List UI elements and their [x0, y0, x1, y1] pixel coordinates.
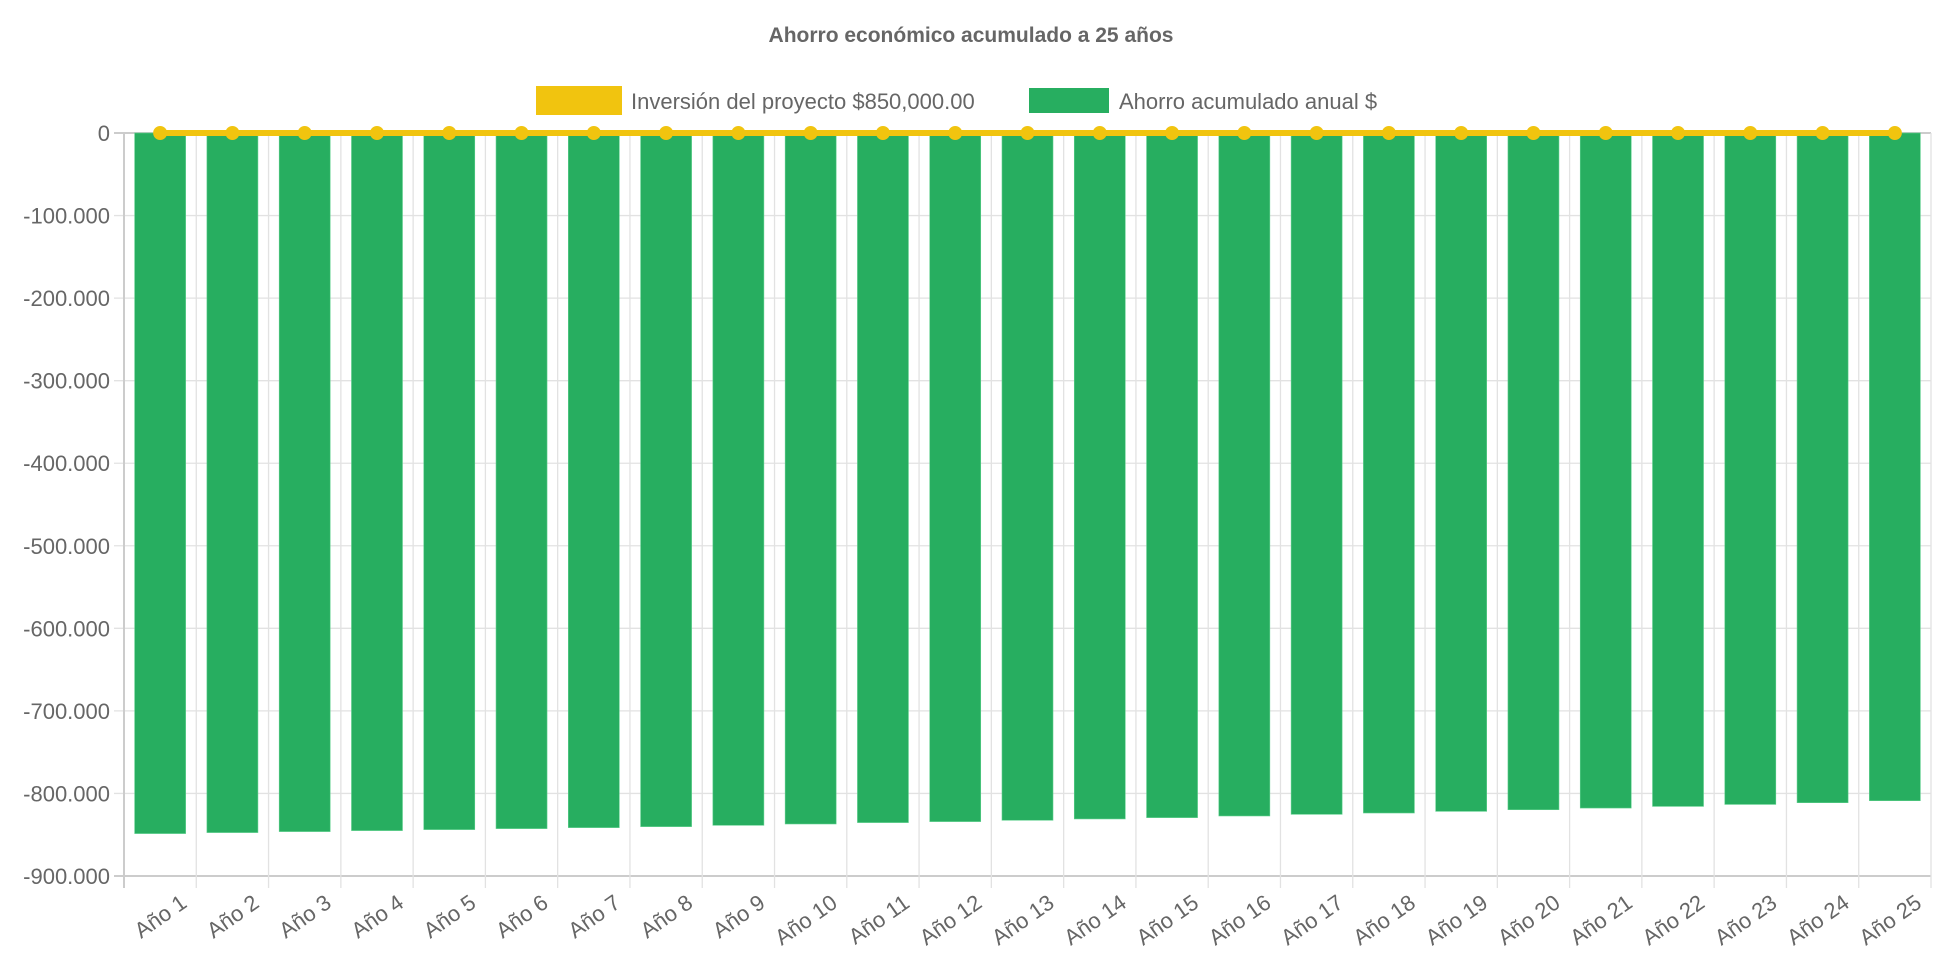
- line-point: [1237, 126, 1252, 140]
- bar: [1435, 132, 1487, 812]
- legend-swatch-investment: [536, 86, 622, 115]
- bar: [1652, 132, 1704, 807]
- x-tick-label: Año 17: [1276, 890, 1347, 950]
- x-tick-label: Año 3: [274, 890, 335, 943]
- y-tick-label: -100.000: [23, 204, 110, 229]
- legend: Inversión del proyecto $850,000.00 Ahorr…: [536, 86, 1377, 115]
- bar: [784, 132, 837, 825]
- bar: [206, 132, 259, 833]
- bar: [1363, 132, 1415, 814]
- line-point: [1598, 126, 1613, 140]
- x-tick-label: Año 24: [1782, 890, 1853, 950]
- line-point: [948, 126, 963, 140]
- bar: [1507, 132, 1560, 811]
- bar: [134, 132, 186, 834]
- grid: [114, 132, 1932, 888]
- bar: [1579, 132, 1632, 809]
- line-point: [1671, 126, 1686, 140]
- legend-item-savings[interactable]: Ahorro acumulado anual $: [1029, 88, 1377, 114]
- line-point: [803, 126, 818, 140]
- y-tick-label: -700.000: [23, 699, 110, 724]
- bar: [640, 132, 692, 827]
- line-point: [442, 126, 457, 140]
- y-tick-label: -400.000: [23, 451, 110, 476]
- y-tick-label: -900.000: [23, 864, 110, 889]
- x-tick-label: Año 21: [1565, 890, 1636, 950]
- line-point: [1887, 126, 1902, 140]
- x-tick-label: Año 12: [915, 890, 986, 950]
- line-point: [1092, 126, 1107, 140]
- x-tick-label: Año 25: [1854, 890, 1925, 950]
- x-tick-label: Año 15: [1132, 890, 1203, 950]
- bar: [1073, 132, 1126, 820]
- bar: [351, 132, 403, 831]
- bar-series: [134, 132, 1921, 834]
- bar: [278, 132, 331, 832]
- bar: [1724, 132, 1777, 805]
- line-point: [1743, 126, 1758, 140]
- line-point: [1381, 126, 1396, 140]
- bar: [1869, 132, 1921, 802]
- line-point: [1815, 126, 1830, 140]
- bar: [1146, 132, 1198, 818]
- x-tick-label: Año 1: [130, 890, 191, 943]
- legend-label-savings: Ahorro acumulado anual $: [1119, 89, 1377, 114]
- line-series: [153, 126, 1902, 140]
- line-point: [1165, 126, 1180, 140]
- line-point: [1309, 126, 1324, 140]
- y-axis: 0 -100.000 -200.000 -300.000 -400.000 -500.00…: [23, 121, 110, 889]
- x-tick-label: Año 14: [1059, 890, 1130, 950]
- bar: [857, 132, 909, 823]
- bar: [929, 132, 982, 822]
- x-tick-label: Año 18: [1348, 890, 1419, 950]
- x-tick-label: Año 13: [987, 890, 1058, 950]
- bar: [495, 132, 548, 829]
- line-point: [1454, 126, 1469, 140]
- x-tick-label: Año 10: [770, 890, 841, 950]
- line-point: [875, 126, 890, 140]
- bar: [1290, 132, 1343, 815]
- line-point: [369, 126, 384, 140]
- x-tick-label: Año 20: [1493, 890, 1564, 950]
- x-tick-label: Año 2: [202, 890, 263, 943]
- x-tick-label: Año 8: [636, 890, 697, 943]
- x-tick-label: Año 22: [1638, 890, 1709, 950]
- y-tick-label: -300.000: [23, 369, 110, 394]
- line-point: [514, 126, 529, 140]
- y-tick-label: 0: [98, 121, 110, 146]
- bar: [568, 132, 620, 828]
- y-tick-label: -200.000: [23, 286, 110, 311]
- legend-label-investment: Inversión del proyecto $850,000.00: [631, 89, 975, 114]
- x-tick-label: Año 6: [491, 890, 552, 943]
- bar: [1796, 132, 1849, 803]
- chart-title: Ahorro económico acumulado a 25 años: [769, 24, 1174, 47]
- x-tick-label: Año 7: [563, 890, 624, 943]
- line-point: [731, 126, 746, 140]
- x-tick-label: Año 11: [844, 890, 914, 950]
- x-tick-label: Año 23: [1710, 890, 1781, 950]
- bar: [712, 132, 765, 826]
- bar: [1001, 132, 1054, 821]
- line-point: [1526, 126, 1541, 140]
- legend-swatch-savings: [1029, 88, 1109, 113]
- x-tick-label: Año 4: [347, 890, 408, 943]
- y-tick-label: -500.000: [23, 534, 110, 559]
- line-point: [297, 126, 312, 140]
- x-tick-label: Año 16: [1204, 890, 1275, 950]
- line-point: [225, 126, 240, 140]
- line-point: [659, 126, 674, 140]
- bar: [423, 132, 476, 830]
- x-tick-label: Año 5: [419, 890, 480, 943]
- line-point: [153, 126, 168, 140]
- bar: [1218, 132, 1271, 817]
- line-point: [1020, 126, 1035, 140]
- y-tick-label: -800.000: [23, 781, 110, 806]
- x-tick-label: Año 9: [708, 890, 769, 943]
- x-axis: Año 1 Año 2 Año 3 Año 4 Año 5 Año 6 Año 7 Año 8…: [130, 890, 1926, 950]
- line-point: [586, 126, 601, 140]
- x-tick-label: Año 19: [1421, 890, 1492, 950]
- legend-item-investment[interactable]: Inversión del proyecto $850,000.00: [536, 86, 975, 115]
- y-tick-label: -600.000: [23, 616, 110, 641]
